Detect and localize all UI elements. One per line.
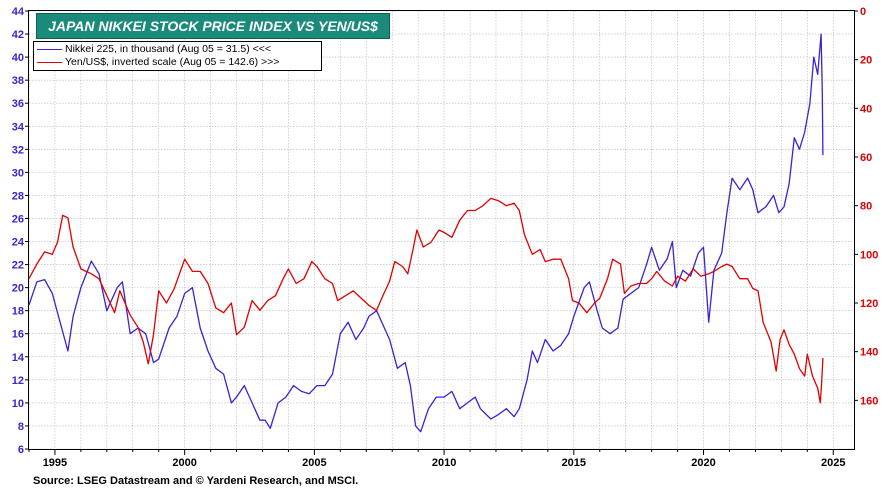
- x-tick-label: 2000: [172, 457, 196, 469]
- left-tick-label: 22: [12, 260, 24, 272]
- grid-lines: [28, 10, 854, 450]
- legend-swatch-nikkei: [37, 48, 62, 50]
- right-tick-label: 120: [860, 298, 878, 310]
- x-tick-label: 2015: [562, 457, 586, 469]
- left-tick-label: 28: [12, 190, 24, 202]
- right-tick-label: 140: [860, 347, 878, 359]
- nikkei-series-line: [28, 33, 824, 433]
- left-tick-label: 18: [12, 306, 24, 318]
- right-tick-label: 80: [860, 201, 872, 213]
- chart-title: JAPAN NIKKEI STOCK PRICE INDEX VS YEN/US…: [36, 13, 390, 39]
- series-lines: [28, 33, 824, 433]
- left-tick-label: 26: [12, 213, 24, 225]
- right-tick-label: 40: [860, 103, 872, 115]
- legend-swatch-yen: [37, 61, 62, 63]
- source-note: Source: LSEG Datastream and © Yardeni Re…: [33, 475, 359, 487]
- right-tick-label: 60: [860, 152, 872, 164]
- left-axis-ticks: 6 8 10 12 14 16 18 20 22 24 26 28 30 32 34 36 38 40 42 44: [12, 6, 29, 456]
- legend-label-nikkei: Nikkei 225, in thousand (Aug 05 = 31.5) …: [65, 43, 272, 55]
- left-tick-label: 14: [12, 352, 25, 364]
- legend-label-yen: Yen/US$, inverted scale (Aug 05 = 142.6)…: [65, 56, 280, 68]
- x-tick-label: 1995: [43, 457, 67, 469]
- x-tick-label: 2020: [691, 457, 715, 469]
- right-axis-ticks: 0 20 40 60 80 100 120 140 160: [854, 6, 878, 407]
- right-tick-label: 20: [860, 55, 872, 67]
- left-tick-label: 38: [12, 75, 24, 87]
- x-tick-label: 2025: [821, 457, 845, 469]
- yen-series-line: [28, 197, 824, 404]
- left-tick-label: 32: [12, 144, 24, 156]
- left-tick-label: 36: [12, 98, 24, 110]
- left-tick-label: 10: [12, 398, 24, 410]
- left-tick-label: 8: [18, 421, 24, 433]
- plot-area-frame: [28, 10, 855, 450]
- x-tick-label: 2010: [432, 457, 456, 469]
- left-tick-label: 6: [18, 444, 24, 456]
- left-tick-label: 24: [12, 237, 25, 249]
- left-tick-label: 42: [12, 29, 24, 41]
- right-tick-label: 100: [860, 249, 878, 261]
- left-tick-label: 44: [12, 6, 25, 18]
- right-tick-label: 0: [860, 6, 866, 18]
- left-tick-label: 34: [12, 121, 25, 133]
- left-tick-label: 20: [12, 283, 24, 295]
- x-axis-ticks: 1995 2000 2005 2010 2015 2020 2025: [28, 449, 845, 469]
- legend: Nikkei 225, in thousand (Aug 05 = 31.5) …: [33, 41, 322, 71]
- left-tick-label: 30: [12, 167, 24, 179]
- x-tick-label: 2005: [302, 457, 326, 469]
- left-tick-label: 12: [12, 375, 24, 387]
- left-tick-label: 16: [12, 329, 24, 341]
- right-tick-label: 160: [860, 395, 878, 407]
- left-tick-label: 40: [12, 52, 24, 64]
- legend-entry-nikkei: Nikkei 225, in thousand (Aug 05 = 31.5) …: [37, 43, 271, 56]
- legend-entry-yen: Yen/US$, inverted scale (Aug 05 = 142.6)…: [37, 56, 279, 69]
